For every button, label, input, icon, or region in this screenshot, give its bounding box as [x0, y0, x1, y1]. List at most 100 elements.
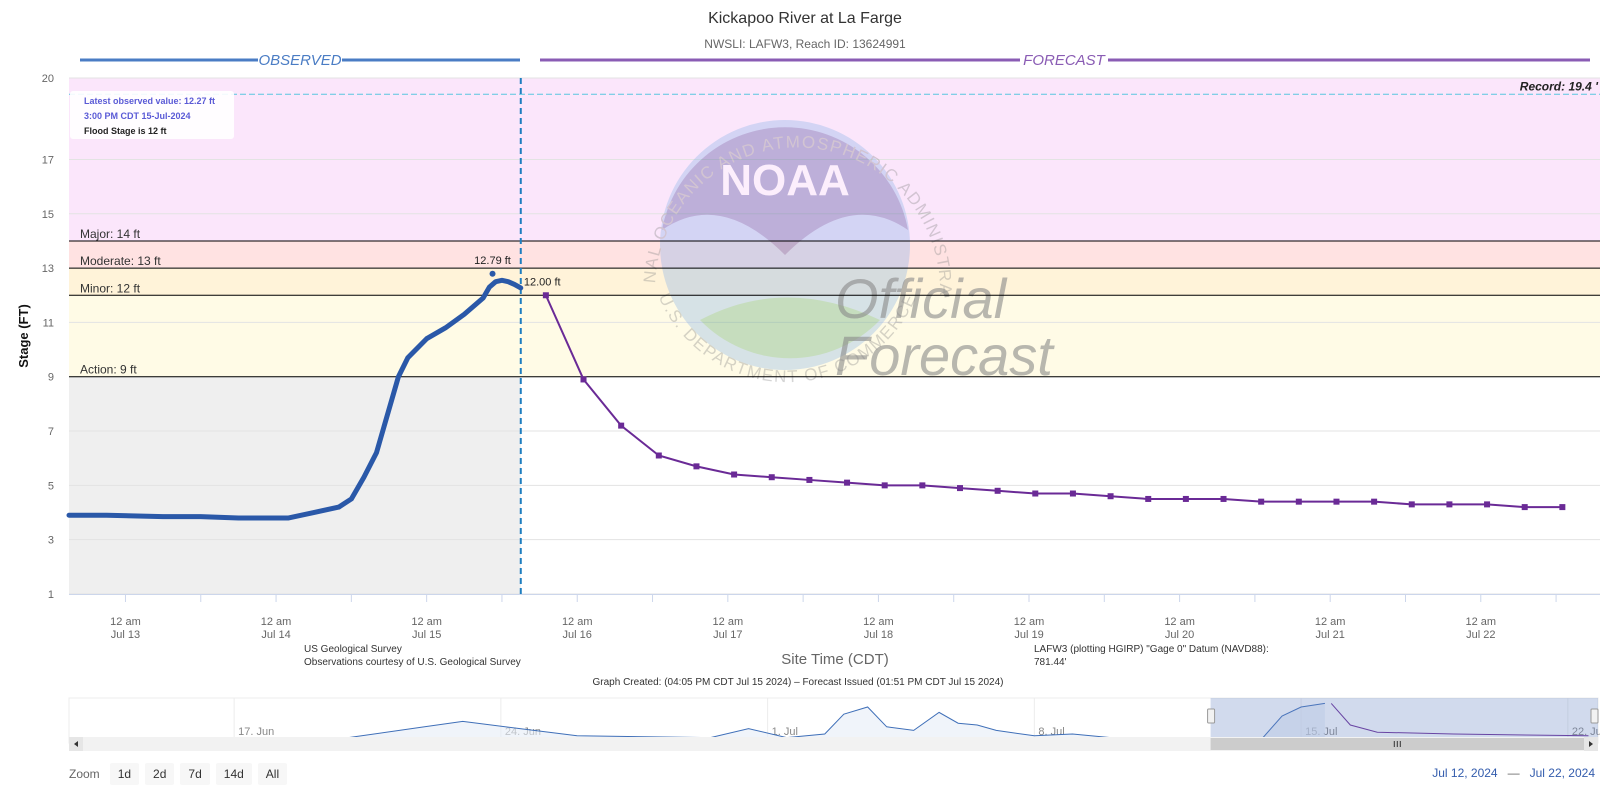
x-tick-date: Jul 20	[1165, 629, 1194, 641]
scrollbar-left-arrow-icon	[74, 741, 78, 747]
flood-stage-note: Flood Stage is 12 ft	[84, 126, 167, 136]
forecast-series-line	[544, 294, 1563, 509]
x-tick-label: 12 am	[713, 616, 744, 628]
watermark-official-text: Official	[835, 267, 1008, 330]
forecast-point	[1521, 504, 1528, 511]
range-to-date[interactable]: Jul 22, 2024	[1529, 766, 1595, 780]
flood-band-moderate	[69, 240, 1600, 269]
navigator-date-label: 22. Jul	[1572, 726, 1600, 738]
forecast-point	[1220, 495, 1227, 502]
forecast-section-label: FORECAST	[1023, 52, 1107, 69]
forecast-point	[1446, 501, 1453, 508]
forecast-point	[1295, 498, 1302, 505]
x-tick-date: Jul 18	[864, 629, 893, 641]
x-axis-title: Site Time (CDT)	[781, 651, 889, 668]
x-tick-label: 12 am	[411, 616, 442, 628]
x-tick-date: Jul 15	[412, 629, 441, 641]
noaa-logo-wave	[700, 297, 880, 359]
latest-observed-time: 3:00 PM CDT 15-Jul-2024	[84, 111, 191, 121]
x-tick-label: 12 am	[1465, 616, 1496, 628]
forecast-point	[618, 422, 625, 429]
range-from-date[interactable]: Jul 12, 2024	[1432, 766, 1498, 780]
y-tick-label: 17	[42, 154, 54, 166]
navigator-selection	[1210, 698, 1598, 743]
forecast-point	[919, 482, 926, 489]
forecast-point	[1258, 498, 1265, 505]
forecast-point	[956, 485, 963, 492]
observed-peak-point	[489, 270, 496, 277]
forecast-point	[542, 292, 549, 299]
watermark-forecast-text: Forecast	[835, 324, 1055, 387]
forecast-point	[1484, 501, 1491, 508]
threshold-label-action: Action: 9 ft	[80, 363, 137, 377]
forecast-point	[693, 463, 700, 470]
credit-usgs: US Geological Survey	[304, 644, 402, 655]
forecast-point	[1408, 501, 1415, 508]
forecast-point	[1145, 495, 1152, 502]
noaa-logo-text: NOAA	[720, 156, 850, 205]
noaa-logo-bird	[662, 127, 908, 255]
forecast-point	[1107, 493, 1114, 500]
navigator-date-label: 17. Jun	[238, 726, 274, 738]
zoom-7d-button[interactable]: 7d	[180, 763, 210, 785]
x-tick-label: 12 am	[1164, 616, 1195, 628]
x-tick-label: 12 am	[261, 616, 292, 628]
x-tick-label: 12 am	[562, 616, 593, 628]
forecast-point	[1032, 490, 1039, 497]
flood-band-minor	[69, 268, 1600, 296]
x-tick-date: Jul 21	[1316, 629, 1345, 641]
x-tick-date: Jul 13	[111, 629, 140, 641]
forecast-point	[1069, 490, 1076, 497]
graph-created-note: Graph Created: (04:05 PM CDT Jul 15 2024…	[593, 677, 1004, 688]
datum-value: 781.44'	[1034, 657, 1067, 668]
info-box-background	[70, 91, 234, 139]
forecast-point	[580, 376, 587, 383]
observed-section-label: OBSERVED	[258, 52, 341, 69]
y-tick-label: 20	[42, 73, 54, 85]
datum-note: LAFW3 (plotting HGIRP) "Gage 0" Datum (N…	[1034, 644, 1269, 655]
y-tick-label: 9	[48, 372, 54, 384]
y-tick-label: 13	[42, 263, 54, 275]
y-axis-title: Stage (FT)	[16, 304, 31, 368]
zoom-1d-button[interactable]: 1d	[109, 763, 140, 785]
y-tick-label: 11	[43, 317, 54, 329]
y-tick-label: 15	[42, 209, 54, 221]
forecast-point	[1333, 498, 1340, 505]
threshold-label-moderate: Moderate: 13 ft	[80, 254, 161, 268]
forecast-point	[731, 471, 738, 478]
x-tick-label: 12 am	[1014, 616, 1045, 628]
forecast-start-label: 12.00 ft	[524, 276, 561, 288]
y-tick-label: 1	[48, 589, 54, 601]
forecast-point	[1559, 504, 1566, 511]
range-separator: —	[1507, 766, 1520, 780]
navigator-left-handle[interactable]	[1207, 708, 1216, 724]
x-tick-label: 12 am	[110, 616, 141, 628]
navigator-right-handle[interactable]	[1590, 708, 1599, 724]
x-tick-date: Jul 17	[713, 629, 742, 641]
observed-series-line	[66, 277, 524, 521]
record-label: Record: 19.4 '	[1520, 79, 1599, 93]
observed-peak-label: 12.79 ft	[474, 255, 511, 267]
zoom-all-button[interactable]: All	[257, 763, 288, 785]
y-tick-label: 3	[48, 535, 54, 547]
forecast-point	[655, 452, 662, 459]
forecast-point	[1182, 495, 1189, 502]
threshold-label-major: Major: 14 ft	[80, 227, 141, 241]
forecast-point	[881, 482, 888, 489]
flood-band-action	[69, 295, 1600, 377]
zoom-2d-button[interactable]: 2d	[145, 763, 175, 785]
forecast-point	[1371, 498, 1378, 505]
x-tick-label: 12 am	[863, 616, 894, 628]
credit-observations: Observations courtesy of U.S. Geological…	[304, 657, 521, 668]
x-tick-date: Jul 19	[1014, 629, 1043, 641]
navigator-forecast-line	[1330, 703, 1589, 737]
latest-observed-value: Latest observed value: 12.27 ft	[84, 96, 215, 106]
navigator-observed-area	[176, 703, 1325, 743]
forecast-point	[768, 474, 775, 481]
scrollbar-right-arrow-icon	[1589, 741, 1593, 747]
noaa-logo-disc	[660, 120, 910, 370]
latest-observation-box: Latest observed value: 12.27 ft 3:00 PM C…	[70, 91, 234, 139]
zoom-14d-button[interactable]: 14d	[215, 763, 252, 785]
